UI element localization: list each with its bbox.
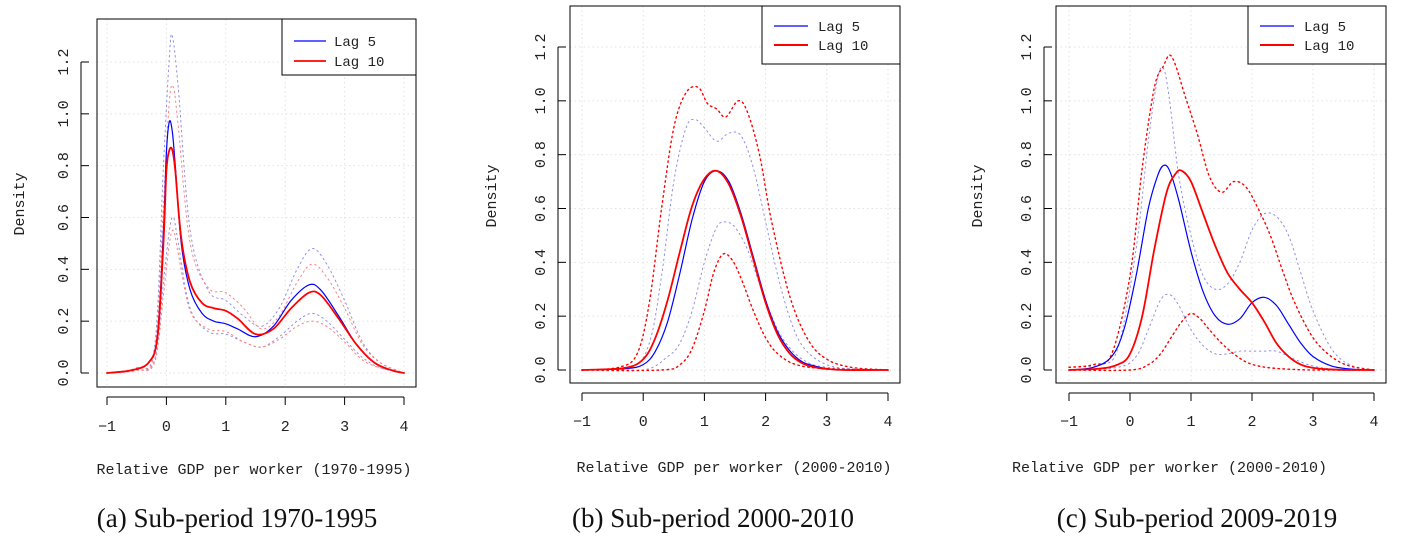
- x-tick-label: 3: [822, 414, 831, 431]
- series-layer: [1068, 54, 1375, 372]
- x-tick-label: 3: [340, 419, 349, 436]
- y-tick-label: 0.4: [56, 256, 73, 283]
- x-tick-label: −1: [98, 419, 116, 436]
- x-tick-label: 0: [162, 419, 171, 436]
- y-axis: 0.0 0.2 0.4 0.6 0.8 1.0 1.2: [1019, 33, 1052, 384]
- y-axis: 0.0 0.2 0.4 0.6 0.8 1.0 1.2: [533, 33, 566, 384]
- series-line-lag-5-lower: [1068, 293, 1375, 371]
- x-tick-label: 2: [281, 419, 290, 436]
- chart-panel-c: 0.0 0.2 0.4 0.6 0.8 1.0 1.2 −1 0 1 2 3 4 Density Re…: [970, 5, 1387, 477]
- legend-label-lag5: Lag 5: [1304, 20, 1346, 36]
- y-axis: 0.0 0.2 0.4 0.6 0.8 1.0 1.2: [56, 48, 89, 387]
- x-tick-label: −1: [573, 414, 591, 431]
- series-line-lag-5-lower: [581, 221, 889, 372]
- chart-panel-b: 0.0 0.2 0.4 0.6 0.8 1.0 1.2 −1 0 1 2 3 4 Density Re…: [484, 5, 901, 477]
- x-axis: −1 0 1 2 3 4: [98, 396, 409, 436]
- series-line-lag-5: [581, 170, 889, 371]
- series-line-lag-10: [106, 146, 405, 374]
- x-tick-label: 1: [1186, 414, 1195, 431]
- y-tick-label: 0.0: [533, 356, 550, 383]
- y-tick-label: 1.0: [533, 87, 550, 114]
- x-axis-label: Relative GDP per worker (2000-2010): [576, 460, 891, 477]
- y-tick-label: 1.2: [56, 48, 73, 75]
- series-line-lag-10-lower: [1068, 312, 1375, 372]
- x-tick-label: 4: [883, 414, 892, 431]
- series-line-lag-10: [581, 169, 889, 371]
- x-tick-label: 2: [761, 414, 770, 431]
- series-line-lag-5: [1068, 164, 1375, 371]
- series-line-lag-5-lower: [106, 216, 405, 374]
- plot-frame: [1055, 5, 1387, 384]
- legend: Lag 5 Lag 10: [281, 18, 417, 76]
- y-axis-label: Density: [970, 164, 987, 227]
- legend: Lag 5 Lag 10: [1247, 5, 1387, 65]
- legend-label-lag5: Lag 5: [818, 20, 860, 36]
- y-tick-label: 0.8: [533, 141, 550, 168]
- series-line-lag-5-upper: [1068, 66, 1375, 371]
- y-axis-label: Density: [484, 164, 501, 227]
- legend-box: [281, 18, 417, 76]
- plot-frame: [96, 18, 417, 388]
- series-line-lag-5-upper: [106, 33, 405, 374]
- series-line-lag-10-upper: [106, 84, 405, 374]
- y-tick-label: 1.2: [533, 33, 550, 60]
- legend-box: [761, 5, 901, 65]
- y-tick-label: 0.2: [1019, 303, 1036, 330]
- series-line-lag-5: [106, 120, 405, 374]
- series-line-lag-10-upper: [1068, 54, 1375, 371]
- legend-label-lag10: Lag 10: [334, 55, 384, 71]
- caption-b: (b) Sub-period 2000-2010: [572, 503, 854, 533]
- series-line-lag-10-lower: [106, 229, 405, 374]
- y-tick-label: 0.8: [56, 152, 73, 179]
- y-tick-label: 0.2: [56, 308, 73, 335]
- x-axis: −1 0 1 2 3 4: [1060, 392, 1379, 431]
- y-tick-label: 1.0: [56, 100, 73, 127]
- y-tick-label: 0.2: [533, 303, 550, 330]
- y-tick-label: 0.6: [533, 195, 550, 222]
- series-line-lag-10-upper: [581, 85, 889, 371]
- series-layer: [581, 85, 889, 372]
- y-axis-label: Density: [12, 172, 29, 235]
- y-tick-label: 0.8: [1019, 141, 1036, 168]
- x-tick-label: 3: [1308, 414, 1317, 431]
- series-line-lag-10-lower: [581, 252, 889, 372]
- caption-c: (c) Sub-period 2009-2019: [1056, 503, 1338, 533]
- series-line-lag-10: [1068, 169, 1375, 371]
- x-tick-label: 4: [1369, 414, 1378, 431]
- x-tick-label: −1: [1060, 414, 1078, 431]
- legend: Lag 5 Lag 10: [761, 5, 901, 65]
- y-tick-label: 0.0: [56, 359, 73, 386]
- y-tick-label: 0.4: [1019, 249, 1036, 276]
- legend-label-lag5: Lag 5: [334, 35, 376, 51]
- y-tick-label: 0.0: [1019, 356, 1036, 383]
- x-tick-label: 1: [221, 419, 230, 436]
- plot-frame: [569, 5, 901, 384]
- caption-a: (a) Sub-period 1970-1995: [96, 503, 378, 533]
- x-tick-label: 0: [639, 414, 648, 431]
- x-tick-label: 1: [700, 414, 709, 431]
- y-tick-label: 1.2: [1019, 33, 1036, 60]
- x-axis: −1 0 1 2 3 4: [573, 392, 893, 431]
- x-tick-label: 0: [1125, 414, 1134, 431]
- y-tick-label: 0.6: [56, 204, 73, 231]
- legend-label-lag10: Lag 10: [818, 39, 868, 55]
- series-layer: [106, 33, 405, 374]
- x-axis-label: Relative GDP per worker (1970-1995): [96, 462, 411, 479]
- y-tick-label: 0.6: [1019, 195, 1036, 222]
- x-tick-label: 4: [399, 419, 408, 436]
- x-axis-label: Relative GDP per worker (2000-2010): [1012, 460, 1327, 477]
- legend-label-lag10: Lag 10: [1304, 39, 1354, 55]
- y-tick-label: 0.4: [533, 249, 550, 276]
- legend-box: [1247, 5, 1387, 65]
- chart-panel-a: 0.0 0.2 0.4 0.6 0.8 1.0 1.2 −1 0 1 2 3 4 Density Re…: [12, 18, 417, 479]
- y-tick-label: 1.0: [1019, 87, 1036, 114]
- series-line-lag-5-upper: [581, 118, 889, 371]
- x-tick-label: 2: [1247, 414, 1256, 431]
